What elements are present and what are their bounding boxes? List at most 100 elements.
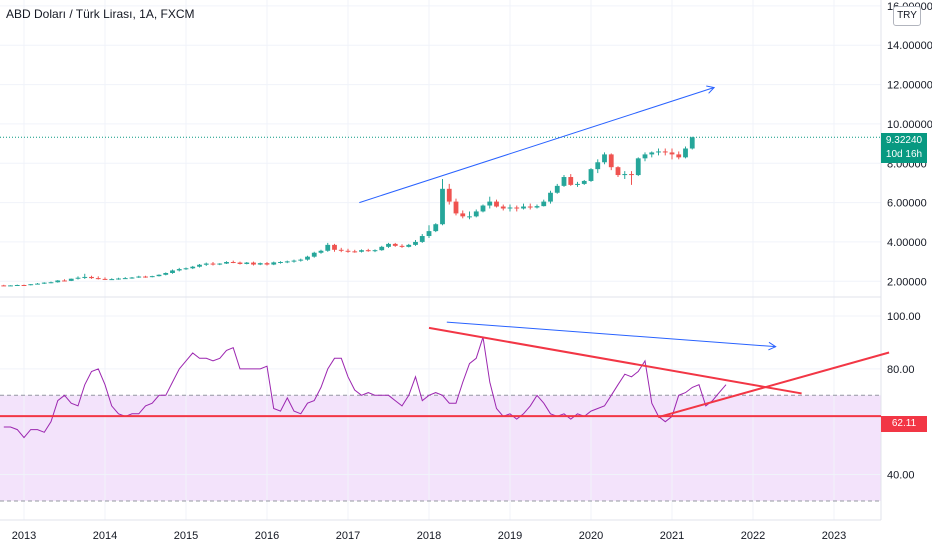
time-tick-label: 2018 (417, 530, 441, 542)
candle-body (338, 249, 344, 251)
bar-countdown: 10d 16h (885, 149, 923, 160)
time-axis-labels: 2013 2014 2015 2016 2017 2018 2019 2020 2021 2022… (12, 530, 846, 542)
candle-body (224, 261, 229, 264)
candle-body (237, 262, 243, 264)
candle-body (581, 180, 587, 184)
candle-body (170, 270, 175, 274)
candle-body (554, 185, 560, 193)
rsi-rising-line[interactable] (657, 351, 890, 419)
candle-body (615, 167, 621, 176)
candle-body (176, 269, 182, 271)
candle-body (676, 154, 682, 158)
candle-body (102, 278, 108, 280)
candle-body (635, 158, 641, 176)
candle-body (487, 201, 493, 206)
currency-badge[interactable]: TRY (893, 6, 921, 26)
candle-body (480, 205, 486, 212)
candle-body (291, 260, 297, 262)
rsi-tick-label: 80.00 (887, 364, 915, 376)
candle-body (197, 264, 202, 267)
candle-body (386, 243, 391, 247)
price-tick-label: 10.00000 (887, 119, 932, 131)
time-tick-label: 2019 (498, 530, 522, 542)
arrow-shaft (359, 87, 715, 204)
candle-body (325, 244, 331, 251)
time-tick-label: 2013 (12, 530, 36, 542)
price-tick-label: 4.00000 (887, 237, 927, 249)
price-tick-label: 12.00000 (887, 80, 932, 92)
candle-body (453, 201, 459, 214)
candle-body (575, 183, 580, 185)
candle-body (494, 201, 499, 207)
candle-body (534, 206, 540, 208)
candle-body (318, 250, 324, 253)
candle-body (602, 154, 607, 163)
candle-body (426, 231, 432, 237)
candle-body (136, 276, 142, 278)
candle-body (21, 285, 27, 287)
candle-body (399, 245, 405, 247)
candle-body (622, 174, 628, 176)
candle-body (163, 273, 169, 275)
price-trend-arrow[interactable] (359, 85, 716, 204)
arrow-shaft (446, 321, 776, 348)
time-tick-label: 2015 (174, 530, 198, 542)
candle-body (359, 250, 364, 252)
candle-body (82, 276, 88, 278)
candle-body (305, 256, 310, 260)
candle-body (183, 268, 189, 270)
candle-body (264, 263, 270, 265)
rsi-axis-labels: 100.00 80.00 40.00 (887, 311, 921, 482)
candle-body (68, 278, 74, 281)
candle-body (311, 252, 317, 257)
candle-body (440, 188, 445, 225)
symbol-title[interactable]: ABD Doları / Türk Lirası, 1A, FXCM (6, 7, 195, 21)
candle-body (662, 151, 668, 153)
last-price-value: 9.32240 (885, 135, 923, 146)
candle-body (629, 174, 634, 176)
candle-body (656, 151, 661, 153)
candle-body (642, 154, 648, 159)
candle-body (48, 282, 54, 284)
candle-body (271, 262, 277, 265)
candle-body (203, 263, 209, 265)
candle-body (41, 282, 47, 284)
candle-body (35, 283, 40, 285)
time-tick-label: 2023 (822, 530, 846, 542)
last-price-tag: 9.32240 10d 16h (881, 133, 927, 163)
candle-body (507, 207, 513, 209)
candle-body (257, 263, 263, 265)
rsi-value-tag: 62.11 (881, 416, 927, 432)
candle-body (541, 201, 547, 207)
candle-body (278, 261, 283, 263)
candle-body (669, 152, 675, 155)
candle-body (345, 250, 351, 252)
candle-body (379, 246, 385, 251)
candle-body (406, 244, 412, 247)
candle-body (210, 263, 216, 265)
candle-body (251, 262, 256, 265)
candle-body (284, 261, 290, 263)
candle-body (467, 216, 472, 218)
candle-body (190, 266, 196, 269)
rsi-blue-arrow[interactable] (446, 321, 777, 351)
time-tick-label: 2022 (741, 530, 765, 542)
candle-body (568, 177, 574, 185)
candle-body (89, 276, 94, 279)
candle-body (143, 276, 148, 278)
candle-body (62, 280, 67, 282)
candle-body (561, 177, 567, 186)
rsi-band-fill (0, 395, 881, 501)
candle-body (473, 211, 479, 217)
candle-body (521, 206, 526, 209)
candle-body (446, 188, 452, 202)
candle-body (122, 278, 128, 280)
candle-body (129, 277, 135, 279)
candle-body (55, 280, 61, 283)
candle-body (500, 206, 506, 209)
time-tick-label: 2014 (93, 530, 117, 542)
candle-body (460, 213, 466, 217)
candle-body (392, 243, 398, 246)
rsi-trend-line[interactable] (428, 326, 802, 395)
